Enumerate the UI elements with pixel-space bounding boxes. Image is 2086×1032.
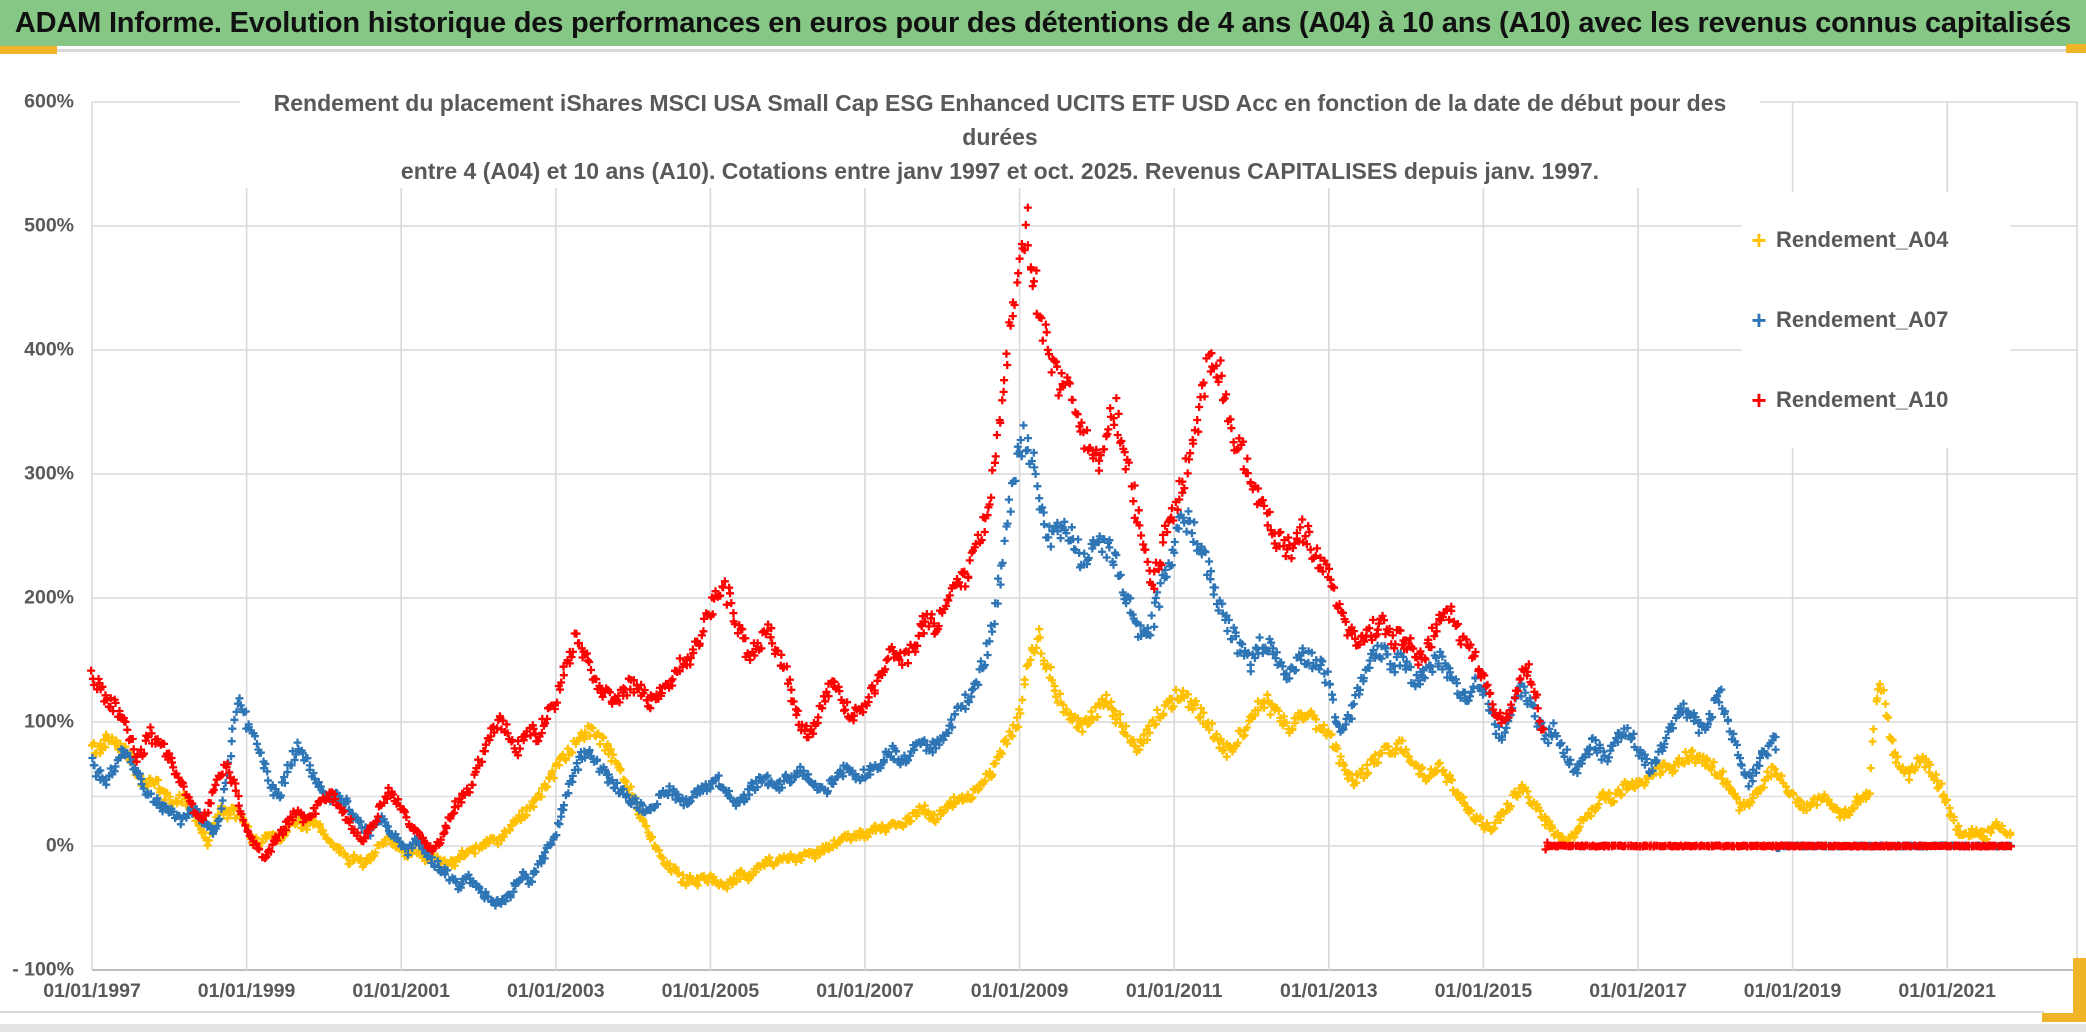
legend-label: Rendement_A04 [1776, 227, 1949, 252]
plus-marker-icon: + [1751, 385, 1767, 415]
legend-label: Rendement_A07 [1776, 307, 1949, 332]
bottom-strip [0, 1024, 2086, 1032]
x-axis-tick-label: 01/01/2013 [1279, 980, 1378, 1002]
x-axis-tick-label: 01/01/2011 [1125, 980, 1223, 1002]
plus-marker-icon: + [1751, 225, 1767, 255]
y-axis-tick-label: 0% [0, 834, 74, 858]
header-bar: ADAM Informe. Evolution historique des p… [0, 0, 2086, 46]
x-axis-tick-label: 01/01/2007 [816, 980, 914, 1002]
legend: + Rendement_A04 + Rendement_A07 + Rendem… [1742, 192, 2010, 448]
header-title: ADAM Informe. Evolution historique des p… [14, 6, 2072, 39]
legend-item-a04: + Rendement_A04 [1742, 200, 2010, 280]
y-axis-tick-label: 600% [0, 90, 74, 114]
plus-marker-icon: + [1751, 305, 1767, 335]
y-axis-tick-label: - 100% [0, 958, 74, 982]
x-axis-tick-label: 01/01/1999 [197, 980, 296, 1002]
x-axis-tick-label: 01/01/2017 [1589, 980, 1687, 1002]
header-underline [57, 49, 2066, 52]
x-axis-tick-label: 01/01/2005 [661, 980, 760, 1002]
series-rendement_a04 [87, 625, 2015, 893]
legend-label: Rendement_A10 [1776, 387, 1949, 412]
gold-accent-bottom-right-horizontal [2042, 1013, 2086, 1022]
legend-item-a07: + Rendement_A07 [1742, 280, 2010, 360]
x-axis-tick-label: 01/01/1997 [43, 980, 141, 1002]
chart-title-line1: Rendement du placement iShares MSCI USA … [273, 90, 1727, 150]
series-rendement_a10 [87, 203, 2015, 863]
x-axis-tick-label: 01/01/2019 [1743, 980, 1842, 1002]
gold-accent-bottom-right-vertical [2073, 958, 2086, 1022]
legend-item-a10: + Rendement_A10 [1742, 360, 2010, 440]
gold-accent-top-left [0, 46, 57, 54]
chart-title: Rendement du placement iShares MSCI USA … [240, 86, 1760, 188]
gold-accent-top-right [2066, 44, 2086, 53]
x-axis-tick-label: 01/01/2009 [970, 980, 1069, 1002]
x-axis-tick-label: 01/01/2001 [352, 980, 450, 1002]
y-axis-tick-label: 100% [0, 710, 74, 734]
x-axis-tick-label: 01/01/2015 [1434, 980, 1533, 1002]
y-axis-tick-label: 400% [0, 338, 74, 362]
x-axis-tick-label: 01/01/2003 [506, 980, 605, 1002]
y-axis-tick-label: 200% [0, 586, 74, 610]
chart-title-line2: entre 4 (A04) et 10 ans (A10). Cotations… [400, 158, 1600, 184]
y-axis-tick-label: 500% [0, 214, 74, 238]
y-axis-tick-label: 300% [0, 462, 74, 486]
footer-rule [0, 1011, 2044, 1013]
x-axis-tick-label: 01/01/2021 [1898, 980, 1996, 1002]
